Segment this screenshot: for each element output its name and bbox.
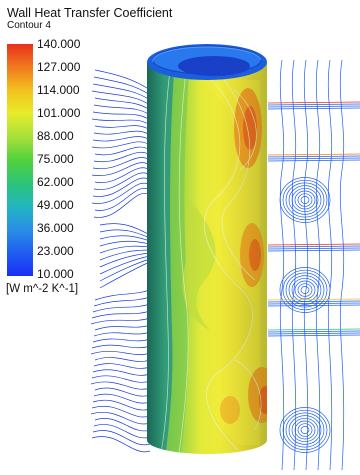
- legend-tick: 114.000: [37, 83, 80, 97]
- legend-tick: 101.000: [37, 106, 81, 120]
- legend-tick: 88.000: [37, 129, 74, 143]
- legend-tick: 23.000: [37, 244, 74, 258]
- legend-tick: 36.000: [37, 221, 74, 235]
- legend-tick: 75.000: [37, 152, 74, 166]
- legend-tick: 127.000: [37, 60, 81, 74]
- cylinder: [147, 44, 267, 454]
- legend-title: Wall Heat Transfer Coefficient: [7, 6, 173, 20]
- legend-tick: 62.000: [37, 175, 74, 189]
- legend-subtitle: Contour 4: [7, 20, 51, 31]
- legend-tick: 10.000: [37, 267, 74, 281]
- legend-tick: 49.000: [37, 198, 74, 212]
- color-legend: [7, 44, 33, 276]
- streamlines-left: [90, 69, 151, 453]
- streamlines-right: [267, 59, 360, 471]
- legend-unit: [W m^-2 K^-1]: [6, 283, 79, 295]
- legend-tick: 140.000: [37, 37, 81, 51]
